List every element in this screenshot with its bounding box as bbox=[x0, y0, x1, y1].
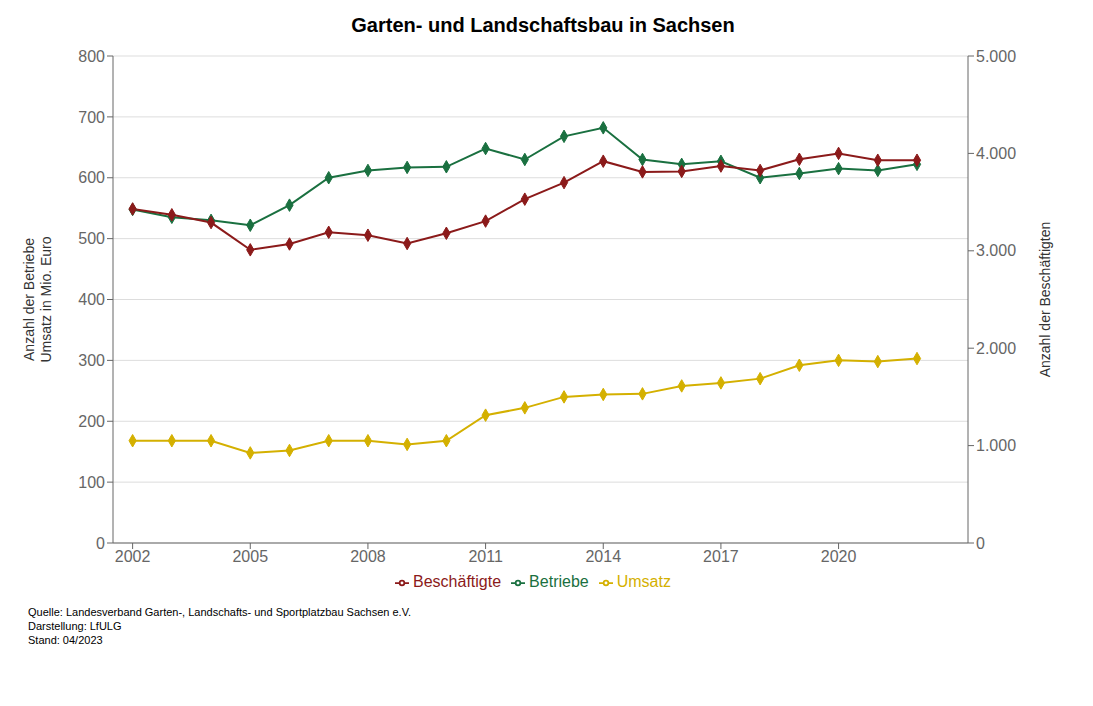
svg-text:Umsatz in Mio. Euro: Umsatz in Mio. Euro bbox=[38, 236, 54, 362]
svg-text:100: 100 bbox=[78, 474, 105, 491]
svg-text:0: 0 bbox=[96, 535, 105, 552]
svg-text:2.000: 2.000 bbox=[976, 340, 1016, 357]
svg-text:2005: 2005 bbox=[232, 548, 268, 565]
svg-text:2008: 2008 bbox=[350, 548, 386, 565]
svg-text:300: 300 bbox=[78, 352, 105, 369]
html-text:Garten- und Landschaftsbau in: Garten- und Landschaftsbau in Sachsen bbox=[351, 14, 735, 36]
svg-text:500: 500 bbox=[78, 230, 105, 247]
svg-text:2014: 2014 bbox=[585, 548, 621, 565]
svg-text:700: 700 bbox=[78, 109, 105, 126]
html-text:Betriebe: Betriebe bbox=[529, 573, 589, 590]
svg-text:600: 600 bbox=[78, 169, 105, 186]
svg-text:800: 800 bbox=[78, 48, 105, 65]
svg-text:2020: 2020 bbox=[821, 548, 857, 565]
svg-text:2002: 2002 bbox=[115, 548, 151, 565]
svg-text:3.000: 3.000 bbox=[976, 242, 1016, 259]
svg-text:Anzahl der Beschäftigten: Anzahl der Beschäftigten bbox=[1037, 222, 1053, 378]
svg-text:1.000: 1.000 bbox=[976, 437, 1016, 454]
svg-text:0: 0 bbox=[976, 535, 985, 552]
html-text:Quelle: Landesverband Garten-,: Quelle: Landesverband Garten-, Landschaf… bbox=[28, 606, 411, 646]
svg-text:4.000: 4.000 bbox=[976, 145, 1016, 162]
svg-text:2011: 2011 bbox=[468, 548, 503, 565]
svg-text:2017: 2017 bbox=[703, 548, 739, 565]
html-text:Beschäftigte: Beschäftigte bbox=[413, 573, 502, 590]
svg-text:200: 200 bbox=[78, 413, 105, 430]
html-text:Umsatz: Umsatz bbox=[616, 573, 671, 590]
svg-text:Anzahl der Betriebe: Anzahl der Betriebe bbox=[21, 238, 37, 361]
svg-text:5.000: 5.000 bbox=[976, 48, 1016, 65]
svg-text:400: 400 bbox=[78, 291, 105, 308]
